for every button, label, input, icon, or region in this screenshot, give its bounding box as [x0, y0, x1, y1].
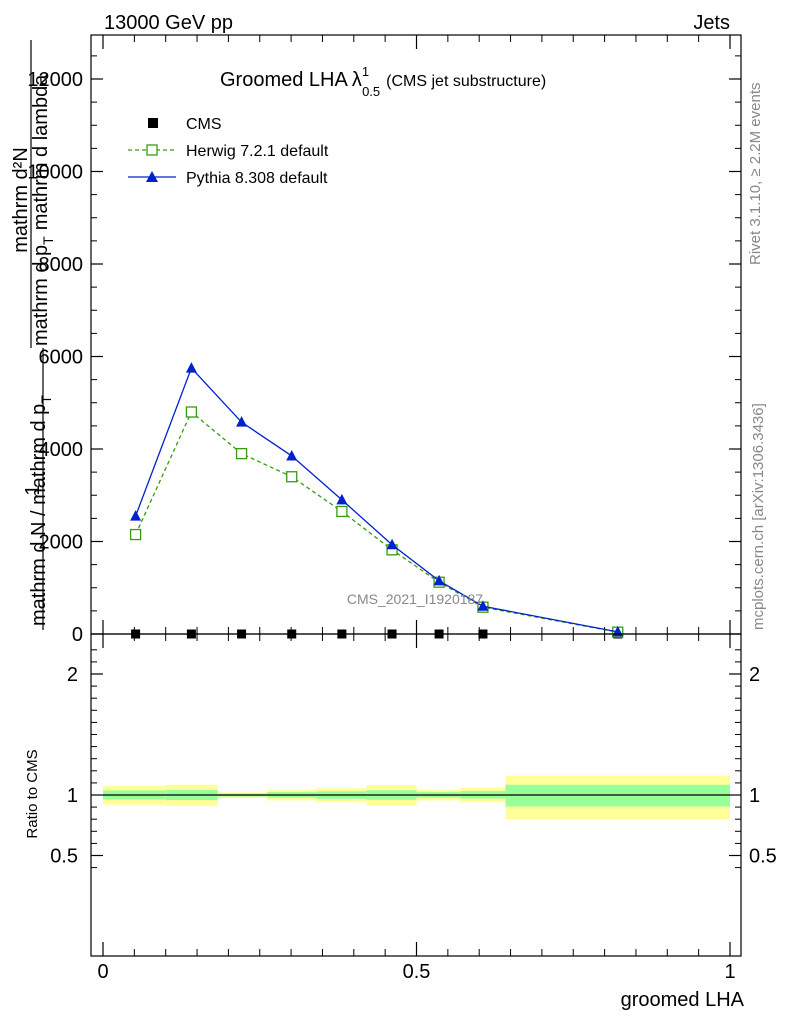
legend-label-cms: CMS	[186, 116, 222, 133]
main-ylabel: 1 mathrm d N / mathrm d pT mathrm d²N ma…	[10, 40, 56, 630]
ylabel-numer: mathrm d²N	[10, 147, 32, 253]
plot-title-lambda: λ	[352, 69, 362, 91]
legend-marker-herwig	[146, 144, 158, 156]
ylabel-prefix-numer: 1	[22, 484, 44, 495]
ylabel-denom-rest: mathrm d lambda	[30, 74, 52, 230]
legend: CMS Herwig 7.2.1 default Pythia 8.308 de…	[128, 116, 329, 187]
herwig-data-point	[286, 471, 298, 483]
ylabel-denom: mathrm d pTmathrm d lambda	[30, 74, 56, 346]
ratio-ytick-label-right: 0.5	[749, 846, 777, 868]
pythia-data-point	[130, 510, 142, 521]
ylabel-denom-sub: T	[40, 236, 56, 245]
legend-marker-cms	[148, 118, 158, 128]
plot-title-note: (CMS jet substructure)	[386, 73, 546, 90]
main-ytick-label: 12000	[27, 69, 83, 91]
plot-title-main: Groomed LHA	[220, 69, 348, 91]
main-ytick-label: 2000	[39, 532, 84, 554]
ratio-ytick-label-right: 2	[749, 664, 760, 686]
ratio-bands	[103, 775, 730, 820]
pythia-data-point	[386, 538, 398, 550]
pythia-data-point	[477, 600, 489, 611]
herwig-data-point	[129, 528, 142, 541]
ratio-ytick-label-right: 1	[749, 785, 760, 807]
main-ytick-label: 6000	[39, 347, 84, 369]
legend-label-pythia: Pythia 8.308 default	[186, 170, 328, 187]
header-energy-label: 13000 GeV pp	[104, 12, 233, 34]
main-axis-ticks: 0 2000 4000 6000 8000 10000 12000	[27, 35, 741, 646]
herwig-data-point	[235, 447, 248, 460]
ylabel-prefix-denom-text: mathrm d N / mathrm d p	[28, 404, 50, 626]
header-jets-label: Jets	[693, 12, 730, 34]
plot-title-sup: 1	[362, 64, 369, 79]
ylabel-prefix-denom: mathrm d N / mathrm d pT	[28, 395, 54, 626]
ratio-xtick-label: 0.5	[403, 961, 431, 983]
main-ytick-label: 10000	[27, 162, 83, 184]
ratio-ytick-label: 1	[67, 785, 78, 807]
rivet-label: Rivet 3.1.10, ≥ 2.2M events	[747, 83, 764, 266]
ratio-ytick-label: 2	[67, 664, 78, 686]
legend-label-herwig: Herwig 7.2.1 default	[186, 143, 329, 160]
plot-title: Groomed LHA λ1 0.5 (CMS jet substructure)	[220, 64, 546, 99]
ratio-xtick-label: 1	[724, 961, 735, 983]
herwig-data-point	[336, 505, 348, 518]
x-axis-label: groomed LHA	[621, 989, 745, 1011]
pythia-data-point	[336, 493, 348, 505]
ratio-band-green	[505, 784, 730, 807]
ratio-axis-ticks: 0.5 0.5 1 1 2 2 0 0.5 1	[50, 634, 777, 983]
main-panel: 0 2000 4000 6000 8000 10000 12000 Groomed LHA λ…	[10, 34, 742, 646]
pythia-data-point	[185, 362, 197, 373]
main-ytick-label: 8000	[39, 254, 84, 276]
ratio-xtick-label: 0	[97, 961, 108, 983]
ratio-panel: 0.5 0.5 1 1 2 2 0 0.5 1 Ratio to CMS groomed LHA	[24, 633, 777, 1011]
legend-marker-pythia	[146, 171, 158, 182]
pythia-data-point	[286, 449, 298, 461]
ylabel-prefix-denom-sub: T	[38, 395, 54, 404]
ylabel-denom-text: mathrm d p	[30, 245, 52, 346]
main-ytick-label: 0	[72, 624, 83, 646]
herwig-data-point	[185, 406, 198, 418]
analysis-watermark: CMS_2021_I1920187	[347, 591, 483, 607]
pythia-data-point	[236, 416, 248, 427]
ratio-ytick-label: 0.5	[50, 846, 78, 868]
mcplots-label: mcplots.cern.ch [arXiv:1306.3436]	[750, 403, 767, 630]
ratio-ylabel: Ratio to CMS	[24, 749, 41, 838]
pythia-data-point	[433, 574, 445, 586]
plot-title-sub: 0.5	[362, 84, 380, 99]
main-ytick-label: 4000	[39, 439, 84, 461]
